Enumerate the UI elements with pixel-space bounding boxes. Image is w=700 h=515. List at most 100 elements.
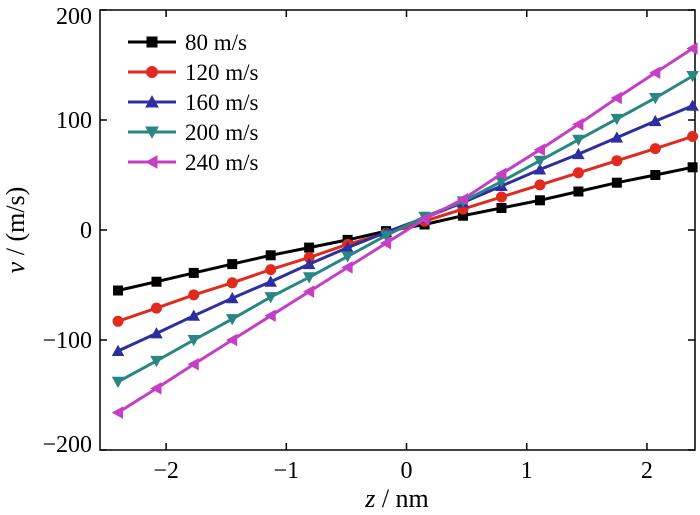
legend-item: 160 m/s [128,90,259,115]
data-point [533,143,545,156]
legend-item: 200 m/s [128,120,259,145]
data-point [572,118,584,131]
legend: 80 m/s 120 m/s 160 m/s 200 m/s 240 m/s [128,30,259,175]
y-tick-label: −200 [42,432,92,458]
series-line [117,165,693,292]
data-point [649,114,662,127]
data-point [572,147,585,160]
series-240-ms [111,42,698,419]
data-point [495,176,508,188]
data-point [649,66,661,79]
y-tick-label: 200 [56,4,92,30]
data-point [112,315,124,327]
data-point [572,134,585,147]
legend-item: 120 m/s [128,60,259,85]
legend-label: 80 m/s [185,30,247,55]
legend-marker [145,95,159,108]
x-tick-label: 0 [401,458,413,484]
legend-marker [145,126,159,139]
data-point [533,155,547,167]
x-axis-title: z / nm [364,484,429,513]
data-point [188,289,200,301]
data-point [225,291,239,304]
data-point [303,252,315,263]
legend-marker [145,155,158,169]
data-point [611,177,622,188]
data-point [341,261,353,274]
series-200-ms [111,71,699,389]
data-point [304,242,315,253]
data-point [610,91,622,105]
legend-label: 240 m/s [185,150,259,175]
data-point [610,113,624,126]
data-point [686,99,699,111]
data-point [610,131,624,143]
data-point [379,230,393,242]
y-tick-label: −100 [42,328,92,354]
data-point [611,155,623,167]
data-point [225,314,239,326]
legend-marker [146,36,158,48]
x-tick-label: −2 [153,458,179,484]
y-tick-label: 0 [80,218,92,244]
x-tick-label: −1 [274,458,300,484]
data-point [534,195,545,206]
data-point [265,250,276,261]
data-point [302,272,316,284]
data-point [264,292,277,304]
data-point [111,406,124,419]
data-point [265,264,277,276]
data-point [379,236,392,250]
data-point [113,285,124,296]
y-tick-label: 100 [56,108,92,134]
data-point [573,186,584,197]
data-point [456,192,469,206]
data-point [686,71,699,83]
data-point [111,376,125,389]
data-point [458,210,469,221]
data-point [649,143,661,155]
data-point [496,203,507,213]
legend-marker [146,66,158,78]
legend-label: 120 m/s [185,60,259,85]
data-point [150,355,163,368]
data-point [264,275,277,287]
legend-label: 200 m/s [185,120,259,145]
data-point [534,179,546,191]
data-point [150,327,163,339]
legend-label: 160 m/s [185,90,259,115]
x-tick-label: 2 [641,458,653,484]
data-point [225,333,238,347]
y-axis-title: v / (m/s) [1,187,30,274]
data-point [495,191,507,203]
data-point [226,277,238,289]
series-line [117,47,694,414]
data-point [341,251,354,263]
data-point [151,276,162,287]
data-point [650,170,661,180]
data-point [686,42,698,55]
data-point [302,285,315,298]
data-point [187,357,199,371]
legend-item: 240 m/s [128,150,259,175]
data-point [150,302,162,314]
data-point [533,163,547,175]
data-point [188,267,199,278]
legend-item: 80 m/s [128,30,247,55]
data-point [572,167,584,179]
data-point [687,162,698,173]
data-point [418,212,430,226]
data-point [341,241,354,253]
data-point [495,167,507,181]
series-line [117,74,694,384]
data-point [187,335,201,347]
x-tick-label: 1 [521,458,533,484]
data-point [150,382,162,395]
data-point [302,257,316,270]
series-80-ms [113,162,698,296]
data-point [187,309,201,321]
data-point [649,93,662,105]
series-layer [111,42,699,419]
data-point [687,131,699,142]
axis-ticks: −2 −1 0 1 2 −200 −100 0 100 200 [42,4,695,484]
